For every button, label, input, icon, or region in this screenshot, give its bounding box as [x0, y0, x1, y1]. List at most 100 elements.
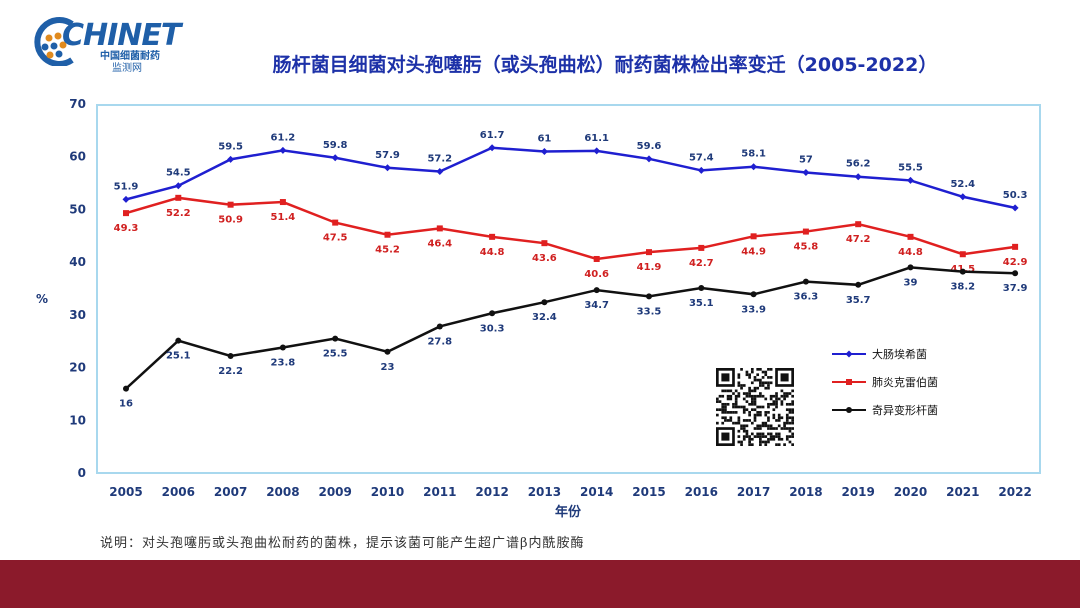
qr-module — [754, 419, 757, 422]
qr-module — [743, 408, 746, 411]
x-tick-label: 2022 — [998, 485, 1031, 499]
qr-module — [786, 427, 789, 430]
qr-module — [716, 408, 719, 411]
qr-module — [764, 411, 767, 414]
qr-module — [783, 443, 786, 446]
qr-module — [746, 435, 749, 438]
data-point — [541, 148, 548, 155]
qr-module — [716, 398, 719, 401]
legend-entry: 奇异变形杆菌 — [872, 403, 938, 417]
data-point — [855, 221, 861, 227]
qr-module — [735, 411, 738, 414]
qr-module — [738, 381, 741, 384]
qr-module — [756, 379, 759, 382]
qr-module — [781, 427, 784, 430]
data-label: 47.5 — [323, 233, 348, 244]
qr-module — [751, 381, 754, 384]
qr-module — [770, 424, 773, 427]
qr-module — [716, 414, 719, 417]
qr-module — [738, 392, 741, 395]
y-tick-label: 30 — [69, 308, 86, 322]
qr-module — [775, 435, 778, 438]
qr-module — [746, 371, 749, 374]
qr-module — [762, 424, 765, 427]
qr-module — [721, 422, 724, 425]
qr-module — [721, 406, 724, 409]
x-tick-label: 2006 — [162, 485, 195, 499]
data-point — [751, 291, 757, 297]
qr-module — [756, 368, 759, 371]
qr-module — [791, 416, 794, 419]
x-tick-label: 2014 — [580, 485, 613, 499]
qr-module — [778, 419, 781, 422]
qr-module — [775, 443, 778, 446]
qr-module — [743, 398, 746, 401]
qr-module — [775, 395, 778, 398]
qr-module — [762, 371, 765, 374]
qr-module — [767, 381, 770, 384]
data-label: 35.7 — [846, 295, 871, 306]
x-tick-label: 2008 — [266, 485, 299, 499]
qr-module — [770, 427, 773, 430]
qr-module — [751, 403, 754, 406]
data-point — [280, 345, 286, 351]
data-label: 41.9 — [637, 262, 662, 273]
y-tick-label: 0 — [78, 466, 86, 480]
data-label: 43.6 — [532, 253, 557, 264]
data-point — [175, 195, 181, 201]
qr-module — [767, 406, 770, 409]
qr-module — [729, 416, 732, 419]
qr-module — [754, 414, 757, 417]
data-label: 52.2 — [166, 208, 191, 219]
data-point — [750, 163, 757, 170]
qr-module — [727, 390, 730, 393]
x-tick-label: 2011 — [423, 485, 456, 499]
qr-module — [770, 433, 773, 436]
qr-module — [748, 403, 751, 406]
qr-module — [727, 419, 730, 422]
qr-module — [775, 403, 778, 406]
qr-module — [754, 403, 757, 406]
series-line-2 — [126, 198, 1015, 259]
data-point — [803, 229, 809, 235]
data-point — [646, 155, 653, 162]
data-label: 38.2 — [950, 282, 975, 293]
qr-module — [743, 430, 746, 433]
qr-module — [791, 408, 794, 411]
qr-module — [754, 408, 757, 411]
qr-module — [783, 398, 786, 401]
qr-module — [716, 400, 719, 403]
qr-module — [724, 411, 727, 414]
qr-module — [729, 390, 732, 393]
qr-module — [740, 368, 743, 371]
qr-module — [721, 390, 724, 393]
data-label: 44.8 — [480, 247, 505, 258]
qr-module — [772, 408, 775, 411]
data-point — [228, 353, 234, 359]
qr-module — [746, 419, 749, 422]
data-point — [646, 249, 652, 255]
qr-module — [748, 441, 751, 444]
qr-module — [751, 438, 754, 441]
data-point — [1012, 204, 1019, 211]
x-tick-label: 2009 — [318, 485, 351, 499]
qr-module — [767, 384, 770, 387]
qr-module — [748, 411, 751, 414]
qr-module — [791, 395, 794, 398]
data-point — [960, 269, 966, 275]
qr-module — [740, 441, 743, 444]
qr-module — [772, 438, 775, 441]
qr-module — [721, 416, 724, 419]
qr-module — [772, 395, 775, 398]
qr-module — [748, 443, 751, 446]
qr-module — [756, 427, 759, 430]
qr-module — [789, 392, 792, 395]
y-tick-label: 10 — [69, 413, 86, 427]
qr-module — [764, 443, 767, 446]
data-label: 54.5 — [166, 168, 191, 179]
qr-module — [762, 406, 765, 409]
qr-module — [786, 408, 789, 411]
y-tick-label: 20 — [69, 361, 86, 375]
data-point — [698, 167, 705, 174]
qr-module — [781, 395, 784, 398]
